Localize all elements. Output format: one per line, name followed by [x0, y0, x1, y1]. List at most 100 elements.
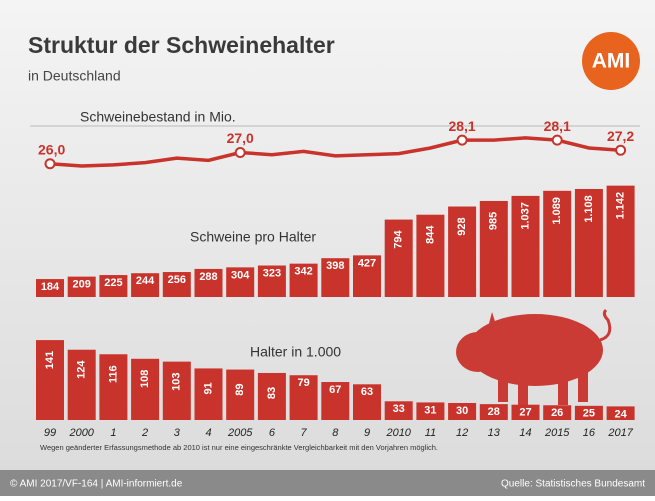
data-label: 27,0	[227, 130, 254, 146]
x-tick-label: 9	[364, 427, 370, 439]
bar	[67, 349, 96, 420]
data-label: 89	[234, 383, 246, 395]
data-label: 342	[294, 266, 312, 278]
data-label: 79	[297, 377, 309, 389]
data-label: 184	[41, 281, 60, 293]
bar	[67, 276, 96, 297]
data-label: 26,0	[38, 141, 65, 157]
bar	[511, 404, 540, 420]
data-label: 27	[519, 407, 531, 419]
bar	[36, 279, 64, 297]
data-label: 33	[393, 403, 405, 415]
bar	[606, 185, 635, 297]
x-tick-label: 14	[519, 427, 531, 439]
x-tick-label: 2015	[544, 427, 570, 439]
bar	[416, 402, 445, 420]
data-label: 209	[73, 279, 91, 291]
bar	[321, 382, 350, 420]
data-label: 28,1	[448, 118, 475, 134]
footer-bar	[0, 470, 655, 496]
bar	[226, 369, 255, 420]
data-label: 28,1	[544, 118, 571, 134]
data-label: 83	[266, 387, 278, 399]
data-label: 323	[263, 267, 281, 279]
data-label: 31	[424, 404, 436, 416]
data-label: 928	[456, 217, 468, 235]
logo-circle	[582, 32, 640, 90]
subtitle: in Deutschland	[28, 68, 121, 84]
marker	[456, 134, 468, 146]
bar	[574, 188, 603, 297]
bar	[131, 273, 160, 297]
bar	[321, 258, 350, 297]
data-label: 30	[456, 405, 468, 417]
bar	[479, 404, 508, 420]
data-label: 103	[171, 372, 183, 390]
bar	[416, 214, 445, 297]
x-tick-label: 2017	[607, 427, 633, 439]
data-label: 124	[76, 360, 88, 379]
bar	[131, 358, 160, 420]
x-tick-label: 2005	[227, 427, 253, 439]
data-label: 108	[139, 370, 151, 388]
data-label: 225	[104, 277, 122, 289]
data-label: 427	[358, 257, 376, 269]
logo-text: AMI	[592, 50, 631, 73]
data-label: 1.037	[519, 202, 531, 230]
footer-left: © AMI 2017/VF-164 | AMI-informiert.de	[10, 479, 183, 490]
x-tick-label: 4	[205, 427, 211, 439]
x-tick-label: 12	[456, 427, 468, 439]
data-label: 26	[551, 407, 563, 419]
data-label: 1.108	[583, 195, 595, 223]
bar	[36, 340, 64, 420]
bar	[257, 372, 286, 420]
data-label: 141	[44, 351, 56, 369]
bar	[448, 403, 477, 420]
data-label: 288	[199, 271, 217, 283]
data-label: 116	[107, 365, 119, 383]
data-label: 28	[488, 406, 500, 418]
x-tick-label: 2000	[68, 427, 94, 439]
pig-silhouette	[456, 308, 612, 405]
bar	[226, 267, 255, 297]
x-tick-label: 99	[44, 427, 56, 439]
bar	[99, 275, 128, 297]
data-label: 24	[614, 408, 627, 420]
data-label: 985	[488, 212, 500, 230]
bar	[289, 263, 318, 297]
chart-title: Schweine pro Halter	[190, 229, 316, 245]
footer-right: Quelle: Statistisches Bundesamt	[501, 479, 645, 490]
bar	[479, 200, 508, 297]
marker	[551, 134, 563, 146]
chart-title: Halter in 1.000	[250, 344, 341, 360]
bar	[289, 375, 318, 420]
data-label: 67	[329, 384, 341, 396]
bar	[194, 368, 223, 420]
x-tick-label: 6	[269, 427, 276, 439]
x-tick-label: 1	[110, 427, 116, 439]
bar	[543, 190, 572, 297]
bar	[353, 384, 381, 420]
bar	[99, 354, 128, 420]
data-label: 1.089	[551, 197, 563, 225]
data-label: 63	[361, 386, 373, 398]
data-label: 794	[393, 230, 405, 249]
bar	[162, 272, 191, 297]
x-tick-label: 8	[332, 427, 339, 439]
bar	[384, 401, 413, 420]
title: Struktur der Schweinehalter	[28, 32, 335, 58]
data-label: 1.142	[615, 192, 627, 220]
x-tick-label: 7	[301, 427, 308, 439]
x-tick-label: 16	[583, 427, 596, 439]
bar	[194, 268, 223, 297]
data-label: 91	[202, 382, 214, 394]
line	[49, 136, 621, 168]
bar	[543, 405, 572, 420]
data-label: 844	[424, 225, 436, 244]
marker	[44, 158, 56, 170]
marker	[234, 147, 246, 158]
x-tick-label: 13	[488, 427, 501, 439]
data-label: 244	[136, 275, 155, 287]
note: Wegen geänderter Erfassungsmethode ab 20…	[40, 443, 438, 452]
